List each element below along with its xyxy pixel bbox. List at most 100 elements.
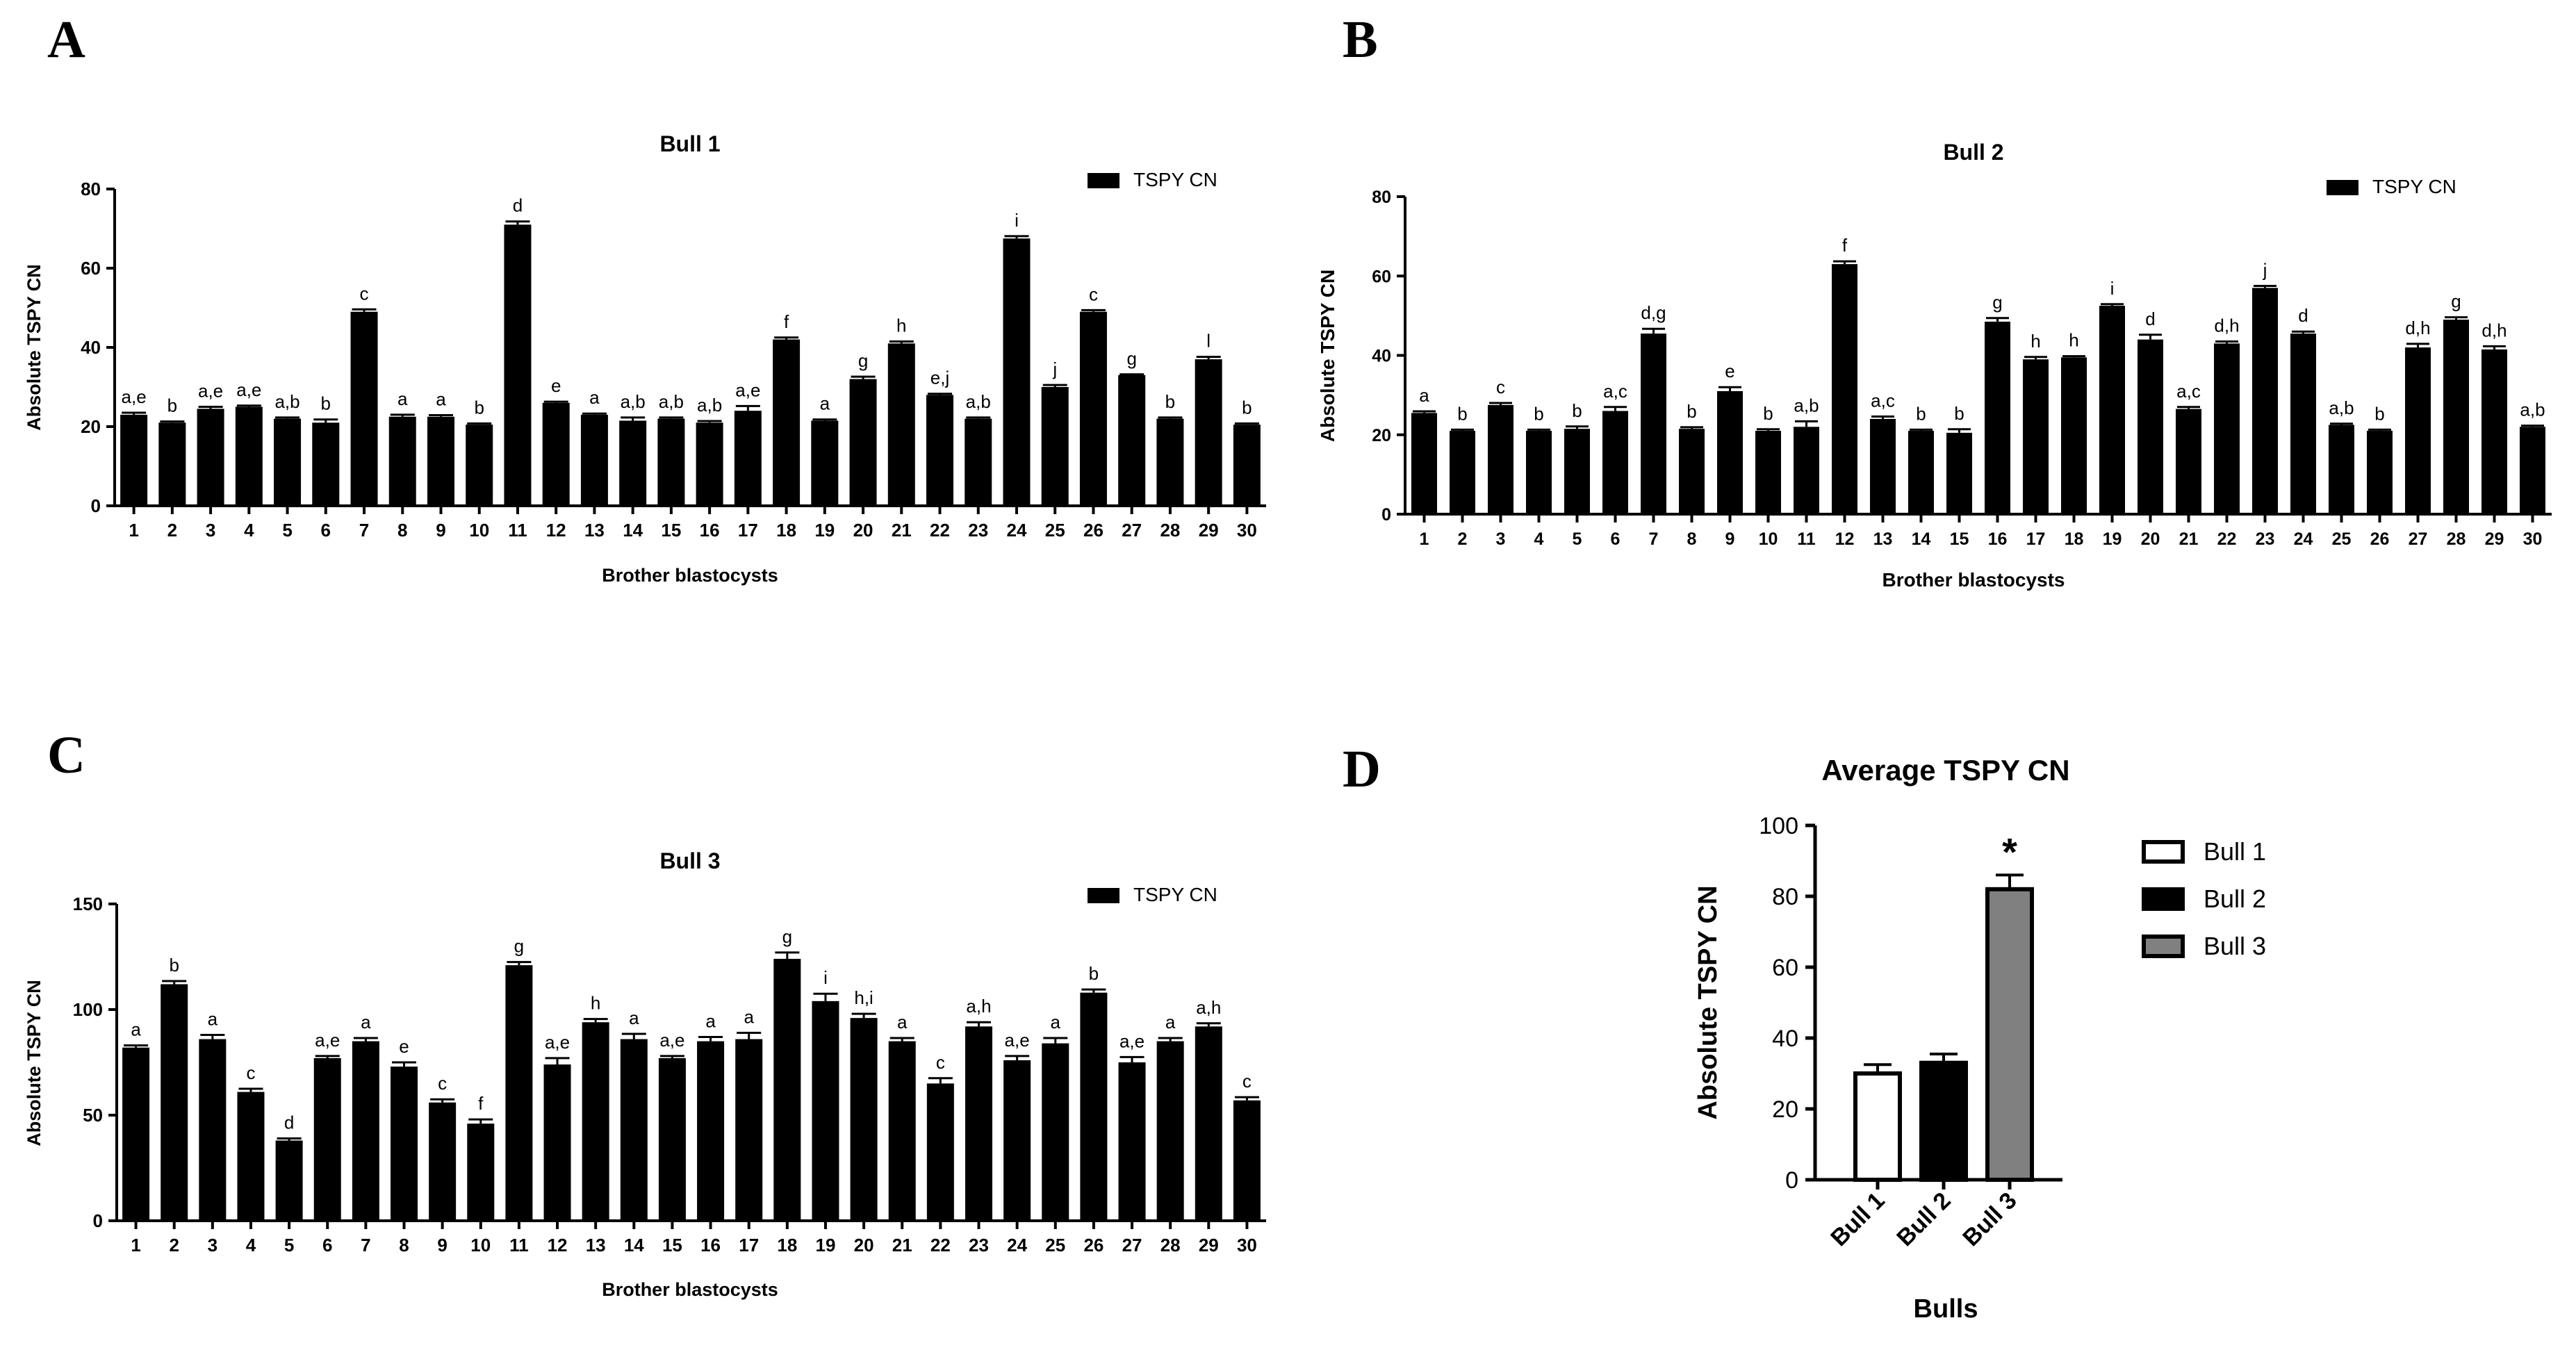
significance-label: j — [2263, 260, 2267, 281]
x-axis-label: Brother blastocysts — [602, 565, 778, 586]
x-tick-label: 1 — [131, 1235, 140, 1256]
significance-label: a,e — [198, 381, 223, 402]
x-tick-label: 8 — [399, 1235, 409, 1256]
significance-label: f — [1842, 235, 1848, 256]
significance-label: e — [551, 375, 561, 396]
x-tick-label: 16 — [700, 520, 720, 541]
x-tick-label: 19 — [816, 1235, 836, 1256]
bar — [773, 339, 801, 506]
x-tick-label: 19 — [814, 520, 835, 541]
x-tick-label: 4 — [246, 1235, 256, 1256]
significance-label: a,e — [659, 1030, 684, 1051]
significance-label: d — [2145, 308, 2155, 329]
significance-label: b — [1763, 403, 1773, 424]
x-tick-label: 15 — [661, 520, 681, 541]
bar — [1679, 429, 1705, 514]
x-tick-label: 6 — [322, 1235, 332, 1256]
significance-label: b — [1572, 400, 1582, 421]
significance-label: d,h — [2481, 320, 2507, 340]
significance-label: h,i — [854, 987, 873, 1008]
x-tick-label: 26 — [2370, 529, 2390, 549]
x-tick-label: 11 — [1797, 529, 1816, 549]
x-tick-label: 29 — [2485, 529, 2504, 549]
y-tick-label: 0 — [1785, 1167, 1798, 1194]
y-tick-label: 20 — [81, 416, 101, 437]
x-tick-label: 23 — [2256, 529, 2275, 549]
significance-label: h — [2031, 331, 2040, 352]
bar — [1233, 425, 1261, 506]
bar — [313, 1057, 341, 1221]
bar — [1195, 1026, 1222, 1221]
significance-label: g — [858, 350, 868, 371]
x-tick-label: 16 — [1988, 529, 2008, 549]
x-tick-label: 20 — [854, 1235, 874, 1256]
y-tick-label: 80 — [1772, 884, 1798, 910]
x-tick-label: 21 — [2179, 529, 2199, 549]
bar — [849, 379, 877, 506]
significance-label: b — [1954, 403, 1964, 424]
y-tick-label: 0 — [91, 495, 101, 516]
x-tick-label: 23 — [969, 1235, 989, 1256]
significance-asterisk: * — [2002, 830, 2017, 873]
significance-label: a,h — [1196, 997, 1221, 1018]
bar — [391, 1067, 418, 1221]
bar — [1041, 387, 1069, 506]
bar — [926, 1083, 954, 1221]
bar — [350, 311, 378, 506]
bar — [235, 406, 263, 506]
x-tick-label: 5 — [282, 520, 292, 541]
significance-label: i — [2110, 278, 2115, 299]
x-tick-label: 2 — [1458, 529, 1468, 549]
significance-label: a — [820, 393, 830, 414]
bar — [965, 418, 992, 506]
bar — [1526, 431, 1552, 514]
bar — [199, 1039, 227, 1221]
x-tick-label: 10 — [1759, 529, 1778, 549]
x-tick-label: 9 — [1725, 529, 1735, 549]
significance-label: b — [474, 397, 484, 418]
bar — [773, 959, 801, 1221]
significance-label: a — [744, 1006, 754, 1027]
bar — [1118, 1062, 1146, 1221]
significance-label: d — [513, 195, 523, 216]
significance-label: d,h — [2405, 318, 2430, 338]
panel-label-a: A — [47, 10, 85, 69]
x-tick-label: 6 — [321, 520, 331, 541]
x-tick-label: 24 — [2294, 529, 2313, 549]
y-tick-label: 50 — [83, 1105, 103, 1126]
significance-label: h — [2069, 330, 2078, 351]
bar — [1195, 359, 1222, 506]
significance-label: b — [1165, 391, 1175, 412]
y-axis-label: Absolute TSPY CN — [24, 980, 44, 1146]
significance-label: a — [436, 388, 446, 409]
bar — [965, 1026, 992, 1221]
y-tick-label: 100 — [1759, 813, 1798, 839]
x-tick-label: 28 — [1160, 520, 1180, 541]
x-tick-label: 30 — [1237, 520, 1257, 541]
x-tick-label: 9 — [436, 520, 445, 541]
x-tick-label: 8 — [1687, 529, 1697, 549]
bar — [1853, 1071, 1902, 1182]
x-tick-label: Bull 3 — [1958, 1187, 2021, 1251]
bar — [542, 402, 570, 506]
bar — [2099, 306, 2125, 514]
x-tick-label: 24 — [1007, 1235, 1027, 1256]
bar — [1156, 1041, 1184, 1221]
x-tick-label: 21 — [892, 520, 912, 541]
bar — [735, 1039, 763, 1221]
bar — [811, 420, 839, 506]
x-tick-label: 7 — [359, 520, 369, 541]
x-tick-label: 3 — [208, 1235, 218, 1256]
significance-label: a,e — [236, 379, 261, 400]
bar — [2138, 339, 2163, 514]
x-tick-label: 28 — [2447, 529, 2466, 549]
bar — [657, 418, 685, 506]
x-tick-label: 2 — [169, 1235, 179, 1256]
significance-label: a — [397, 388, 408, 409]
significance-label: a,c — [1871, 390, 1895, 411]
x-tick-label: 9 — [437, 1235, 447, 1256]
significance-label: a,e — [315, 1030, 340, 1051]
bar — [274, 418, 302, 506]
significance-label: f — [784, 311, 789, 332]
x-tick-label: 13 — [1873, 529, 1893, 549]
